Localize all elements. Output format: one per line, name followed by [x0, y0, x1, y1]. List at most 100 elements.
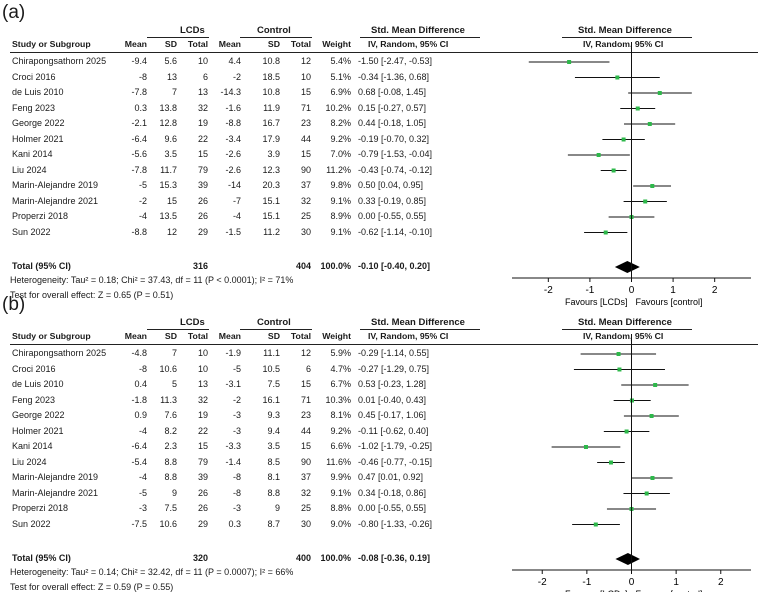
group-header-lcds: LCDs [180, 25, 205, 36]
total-control: 23 [300, 118, 311, 128]
point-estimate [621, 137, 626, 142]
total-lcds: 26 [197, 503, 208, 513]
mean-control: -8 [232, 487, 241, 498]
mean-control: -3.3 [225, 441, 241, 451]
sd-control: 16.7 [262, 118, 280, 128]
study-name: Marin-Alejandre 2021 [12, 487, 99, 498]
point-estimate [603, 230, 608, 235]
sd-control: 3.5 [267, 441, 280, 451]
study-name: Properzi 2018 [12, 211, 69, 221]
study-name: Feng 2023 [12, 394, 56, 405]
weight: 6.6% [330, 441, 351, 451]
total-control: 30 [300, 226, 311, 237]
study-name: Liu 2024 [12, 456, 47, 467]
total-ci-text: -0.10 [-0.40, 0.20] [358, 261, 431, 271]
study-name: George 2022 [12, 118, 65, 128]
smd-underline-right [562, 329, 692, 330]
total-control: 71 [300, 394, 311, 405]
point-estimate [616, 352, 621, 356]
weight: 9.2% [330, 425, 351, 436]
total-lcds: 26 [197, 211, 208, 221]
mean-control: -8 [232, 472, 241, 482]
study-name: Croci 2016 [12, 363, 56, 374]
sd-lcds: 5.6 [164, 56, 177, 66]
total-control: 15 [300, 149, 311, 159]
mean-control: -1.9 [225, 348, 241, 358]
mean-lcds: -4 [138, 211, 147, 221]
ci-text: -0.43 [-0.74, -0.12] [358, 164, 433, 175]
point-estimate [649, 414, 654, 418]
col-mean-control: Mean [218, 331, 241, 341]
sd-control: 7.5 [267, 379, 280, 389]
total-lcds: 32 [197, 102, 208, 113]
study-name: Holmer 2021 [12, 133, 64, 144]
mean-lcds: -1.8 [131, 394, 147, 405]
sd-lcds: 9 [171, 487, 177, 498]
point-estimate [617, 367, 622, 372]
panel-label: (a) [2, 2, 26, 23]
point-estimate [611, 168, 616, 173]
sd-control: 9.4 [267, 425, 280, 436]
smd-underline-left [360, 37, 480, 38]
total-lcds: 22 [197, 133, 208, 144]
mean-control: -4 [232, 211, 241, 221]
favours-lcds-label: Favours [LCDs] [565, 297, 628, 307]
total-lcds: 39 [197, 472, 208, 482]
x-tick-label: 2 [712, 285, 718, 296]
total-lcds: 10 [197, 348, 208, 358]
sd-lcds: 8.8 [164, 472, 177, 482]
sd-lcds: 11.3 [160, 394, 177, 405]
ci-text: -0.46 [-0.77, -0.15] [358, 456, 433, 467]
sd-lcds: 7 [171, 87, 177, 97]
total-control: 6 [305, 363, 311, 374]
total-lcds: 39 [197, 180, 208, 190]
sd-lcds: 15.3 [159, 180, 177, 190]
point-estimate [635, 106, 640, 111]
weight: 11.6% [326, 456, 351, 467]
group-header-control: Control [257, 317, 291, 328]
col-mean-control: Mean [218, 39, 241, 49]
total-lcds: 19 [197, 118, 208, 128]
sd-control: 10.8 [262, 87, 280, 97]
total-control: 25 [300, 211, 311, 221]
total-n-lcds: 316 [192, 261, 208, 271]
total-control: 12 [300, 56, 311, 66]
sd-control: 17.9 [262, 133, 280, 144]
sd-control: 11.9 [263, 102, 280, 113]
point-estimate [593, 522, 598, 527]
heterogeneity-text: Heterogeneity: Tau² = 0.18; Chi² = 37.43… [10, 275, 294, 285]
mean-lcds: -5.4 [131, 456, 147, 467]
mean-lcds: -8 [138, 71, 147, 82]
mean-lcds: -5.6 [131, 149, 147, 159]
col-total-lcds: Total [187, 39, 208, 49]
point-estimate [650, 184, 655, 188]
mean-lcds: 0.4 [134, 379, 147, 389]
control-underline [240, 329, 312, 330]
study-name: Marin-Alejandre 2019 [12, 472, 99, 482]
mean-control: -2.6 [225, 164, 241, 175]
mean-control: -14.3 [220, 87, 241, 97]
sd-lcds: 13.5 [159, 211, 177, 221]
weight: 7.0% [330, 149, 351, 159]
mean-control: -7 [232, 195, 241, 206]
mean-control: 4.4 [228, 56, 241, 66]
total-weight: 100.0% [320, 261, 351, 271]
weight: 8.1% [330, 410, 351, 420]
point-estimate [643, 199, 648, 204]
sd-lcds: 12.8 [159, 118, 177, 128]
weight: 8.9% [330, 211, 351, 221]
sd-lcds: 9.6 [164, 133, 177, 144]
point-estimate [608, 460, 613, 465]
mean-lcds: -6.4 [131, 133, 147, 144]
sd-control: 8.1 [267, 472, 280, 482]
sd-lcds: 7 [171, 348, 177, 358]
sd-lcds: 12 [166, 226, 177, 237]
total-lcds: 29 [197, 518, 208, 529]
sd-control: 18.5 [262, 71, 280, 82]
sd-control: 11.2 [263, 226, 280, 237]
mean-control: -2 [232, 71, 241, 82]
total-lcds: 6 [202, 71, 208, 82]
study-name: Kani 2014 [12, 149, 53, 159]
summary-diamond [615, 553, 640, 565]
